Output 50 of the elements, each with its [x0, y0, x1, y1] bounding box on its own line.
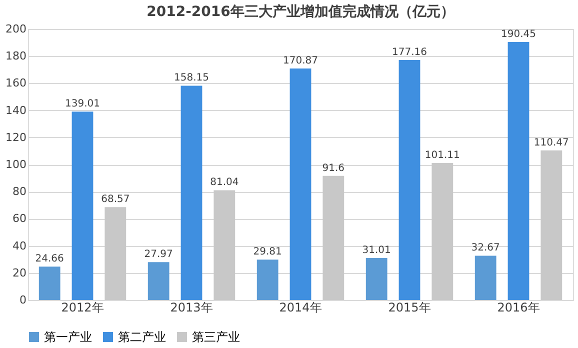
data-label: 170.87 — [283, 55, 318, 66]
bar — [474, 256, 496, 300]
bar — [72, 112, 94, 300]
data-label: 158.15 — [174, 72, 209, 84]
y-tick-label: 140 — [6, 104, 26, 117]
y-tick-label: 80 — [12, 185, 26, 198]
bar — [148, 262, 170, 300]
legend-label: 第三产业 — [192, 330, 240, 344]
y-tick-label: 200 — [6, 22, 26, 36]
y-tick-label: 60 — [12, 212, 26, 226]
legend-label: 第一产业 — [44, 330, 92, 344]
data-label: 91.6 — [322, 162, 345, 174]
y-tick-label: 20 — [12, 266, 26, 280]
bar — [290, 68, 312, 300]
bar — [398, 60, 420, 300]
x-tick-label: 2012年 — [61, 300, 104, 314]
data-label: 190.45 — [501, 28, 536, 40]
y-tick-label: 100 — [6, 158, 26, 171]
data-label: 68.57 — [101, 194, 130, 206]
y-tick-label: 40 — [12, 239, 26, 252]
bar — [432, 162, 454, 300]
bar — [540, 150, 562, 300]
legend-label: 第二产业 — [118, 330, 166, 344]
data-label: 110.47 — [534, 137, 569, 148]
bar — [322, 176, 344, 300]
y-tick-label: 160 — [6, 76, 26, 90]
bar — [180, 86, 202, 300]
data-label: 32.67 — [471, 242, 500, 254]
x-tick-label: 2014年 — [279, 300, 322, 314]
data-label: 139.01 — [65, 98, 100, 110]
bar — [214, 190, 236, 300]
x-tick-label: 2013年 — [170, 300, 213, 314]
data-label: 177.16 — [392, 46, 427, 58]
data-label: 27.97 — [144, 249, 173, 260]
y-tick-label: 180 — [6, 50, 26, 63]
bar — [508, 42, 530, 300]
chart-title: 2012-2016年三大产业增加值完成情况（亿元） — [146, 3, 454, 20]
data-label: 31.01 — [362, 244, 391, 256]
bar — [366, 258, 388, 300]
data-label: 101.11 — [424, 150, 460, 161]
x-tick-label: 2015年 — [388, 300, 431, 314]
x-tick-label: 2016年 — [497, 300, 540, 314]
bar — [104, 207, 126, 300]
y-tick-label: 120 — [6, 130, 26, 144]
bar — [38, 266, 60, 300]
bar — [256, 260, 278, 300]
data-label: 24.66 — [35, 254, 64, 265]
data-label: 81.04 — [210, 177, 239, 188]
y-tick-label: 0 — [20, 294, 26, 306]
data-label: 29.81 — [253, 246, 282, 258]
